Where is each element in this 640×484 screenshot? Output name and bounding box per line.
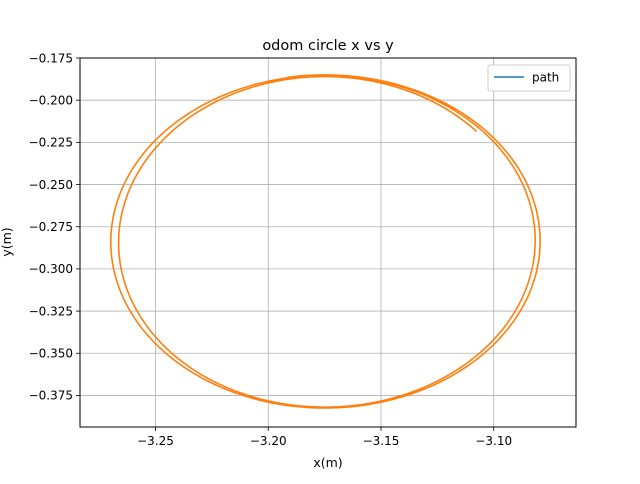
y-tick-label: −0.300 <box>29 262 73 276</box>
legend: path <box>487 64 571 92</box>
y-tick-label: −0.350 <box>29 347 73 361</box>
y-tick-label: −0.175 <box>29 51 73 65</box>
y-axis-ticks: −0.175 −0.200 −0.225 −0.250 −0.275 −0.300 −0.3… <box>29 51 80 403</box>
x-axis-label: x(m) <box>313 455 342 470</box>
y-tick-label: −0.375 <box>29 389 73 403</box>
grid-lines <box>80 57 576 427</box>
x-tick-label: −3.10 <box>475 434 512 448</box>
x-tick-label: −3.25 <box>137 434 174 448</box>
x-axis-ticks: −3.25 −3.20 −3.15 −3.10 <box>137 427 512 448</box>
plot-area <box>110 74 541 409</box>
y-axis-label: y(m) <box>0 227 14 256</box>
chart-title: odom circle x vs y <box>262 38 394 54</box>
axes-frame <box>79 57 577 428</box>
y-tick-label: −0.225 <box>29 136 73 150</box>
x-tick-label: −3.20 <box>250 434 287 448</box>
y-tick-label: −0.250 <box>29 178 73 192</box>
legend-label: path <box>532 71 559 85</box>
legend-box <box>487 64 571 92</box>
y-tick-label: −0.325 <box>29 304 73 318</box>
path-line <box>110 74 541 409</box>
y-tick-label: −0.200 <box>29 93 73 107</box>
y-tick-label: −0.275 <box>29 220 73 234</box>
x-tick-label: −3.15 <box>363 434 400 448</box>
